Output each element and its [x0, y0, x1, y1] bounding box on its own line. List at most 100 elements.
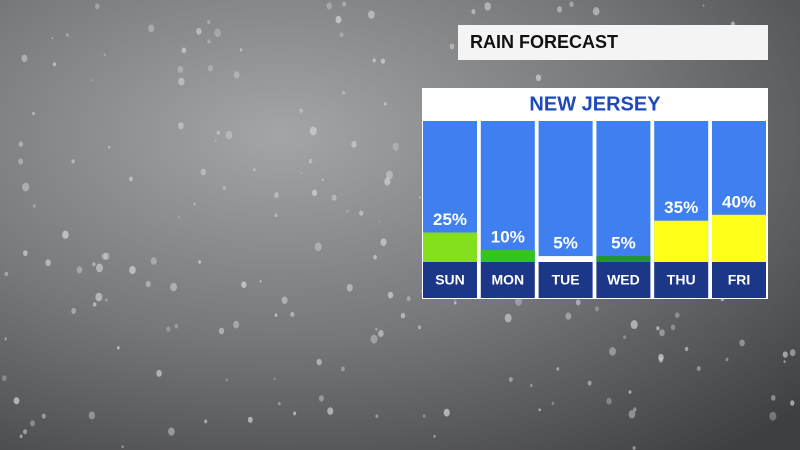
- raindrop: [214, 139, 217, 142]
- title-box: [458, 25, 768, 60]
- raindrop: [32, 111, 35, 116]
- raindrop: [318, 395, 324, 402]
- raindrop: [181, 47, 187, 54]
- raindrop: [609, 347, 616, 356]
- raindrop: [117, 346, 120, 350]
- day-cell: [480, 262, 535, 298]
- raindrop: [789, 349, 796, 357]
- raindrop: [628, 409, 636, 419]
- raindrop: [790, 400, 795, 406]
- raindrop: [684, 346, 689, 352]
- raindrop: [92, 302, 97, 307]
- raindrop: [633, 407, 637, 412]
- raindrop: [18, 141, 24, 148]
- day-cell: [423, 262, 477, 298]
- raindrop: [565, 312, 572, 320]
- day-label: WED: [607, 272, 640, 288]
- raindrop: [214, 28, 221, 38]
- raindrop: [342, 90, 346, 95]
- raindrop: [166, 326, 171, 332]
- raindrop: [168, 427, 175, 436]
- raindrop: [375, 414, 379, 418]
- raindrop: [52, 62, 57, 67]
- raindrop: [422, 414, 426, 418]
- raindrop: [623, 335, 627, 339]
- raindrop: [218, 327, 225, 335]
- value-label: 5%: [553, 234, 578, 253]
- raindrop: [670, 324, 676, 331]
- raindrop: [504, 313, 512, 323]
- raindrop: [96, 263, 104, 273]
- raindrop: [71, 159, 75, 164]
- bar: [712, 214, 766, 262]
- day-cell: [596, 262, 651, 298]
- raindrop: [342, 1, 347, 7]
- raindrop: [702, 4, 705, 7]
- raindrop: [103, 53, 106, 57]
- raindrop: [233, 320, 240, 329]
- raindrop: [632, 445, 636, 450]
- raindrop: [351, 140, 357, 148]
- raindrop: [659, 329, 665, 337]
- raindrop: [170, 282, 178, 292]
- raindrop: [293, 411, 297, 416]
- raindrop: [316, 358, 322, 366]
- raindrop: [387, 291, 394, 299]
- raindrop: [19, 434, 23, 439]
- raindrop: [309, 126, 317, 136]
- day-cell: [654, 262, 709, 298]
- raindrop: [88, 411, 96, 420]
- raindrop: [225, 378, 228, 382]
- raindrop: [471, 9, 476, 15]
- raindrop: [156, 369, 162, 377]
- raindrop: [630, 320, 638, 329]
- chart-subtitle: NEW JERSEY: [529, 93, 661, 115]
- panel: [422, 120, 768, 299]
- raindrop: [196, 27, 202, 35]
- day-label: SUN: [435, 272, 465, 288]
- raindrop: [392, 142, 399, 151]
- day-cell: [712, 262, 766, 298]
- raindrop: [378, 330, 384, 338]
- raindrop: [62, 230, 69, 239]
- raindrop: [327, 407, 334, 415]
- raindrop: [21, 54, 28, 63]
- raindrop: [308, 158, 313, 164]
- value-label: 10%: [491, 228, 525, 247]
- raindrop: [346, 283, 353, 292]
- raindrop: [311, 189, 318, 196]
- raindrop: [65, 33, 69, 37]
- raindrop: [51, 37, 54, 40]
- raindrop: [783, 360, 786, 364]
- raindrop: [177, 216, 180, 219]
- day-label: TUE: [552, 272, 580, 288]
- bar: [654, 220, 709, 262]
- raindrop: [508, 377, 513, 383]
- raindrop: [529, 383, 533, 388]
- raindrop: [384, 177, 391, 186]
- raindrop: [204, 419, 208, 424]
- raindrop: [569, 1, 574, 7]
- bar: [596, 256, 651, 262]
- raindrop: [233, 71, 240, 79]
- raindrop: [782, 351, 788, 358]
- raindrop: [18, 158, 24, 165]
- raindrop: [2, 375, 7, 382]
- raindrop: [331, 194, 337, 201]
- raindrop: [129, 265, 136, 275]
- raindrop: [418, 196, 422, 199]
- raindrop: [95, 292, 103, 302]
- raindrop: [274, 192, 279, 199]
- raindrop: [514, 296, 523, 306]
- raindrop: [23, 429, 28, 435]
- bar: [423, 232, 477, 262]
- subtitle-box: [422, 88, 768, 120]
- raindrop: [400, 312, 406, 319]
- raindrop: [725, 357, 729, 362]
- raindrop: [94, 3, 100, 10]
- raindrop: [76, 266, 83, 274]
- raindrop: [769, 411, 777, 421]
- raindrop: [314, 242, 322, 252]
- raindrop: [108, 145, 111, 149]
- raindrop: [274, 313, 278, 317]
